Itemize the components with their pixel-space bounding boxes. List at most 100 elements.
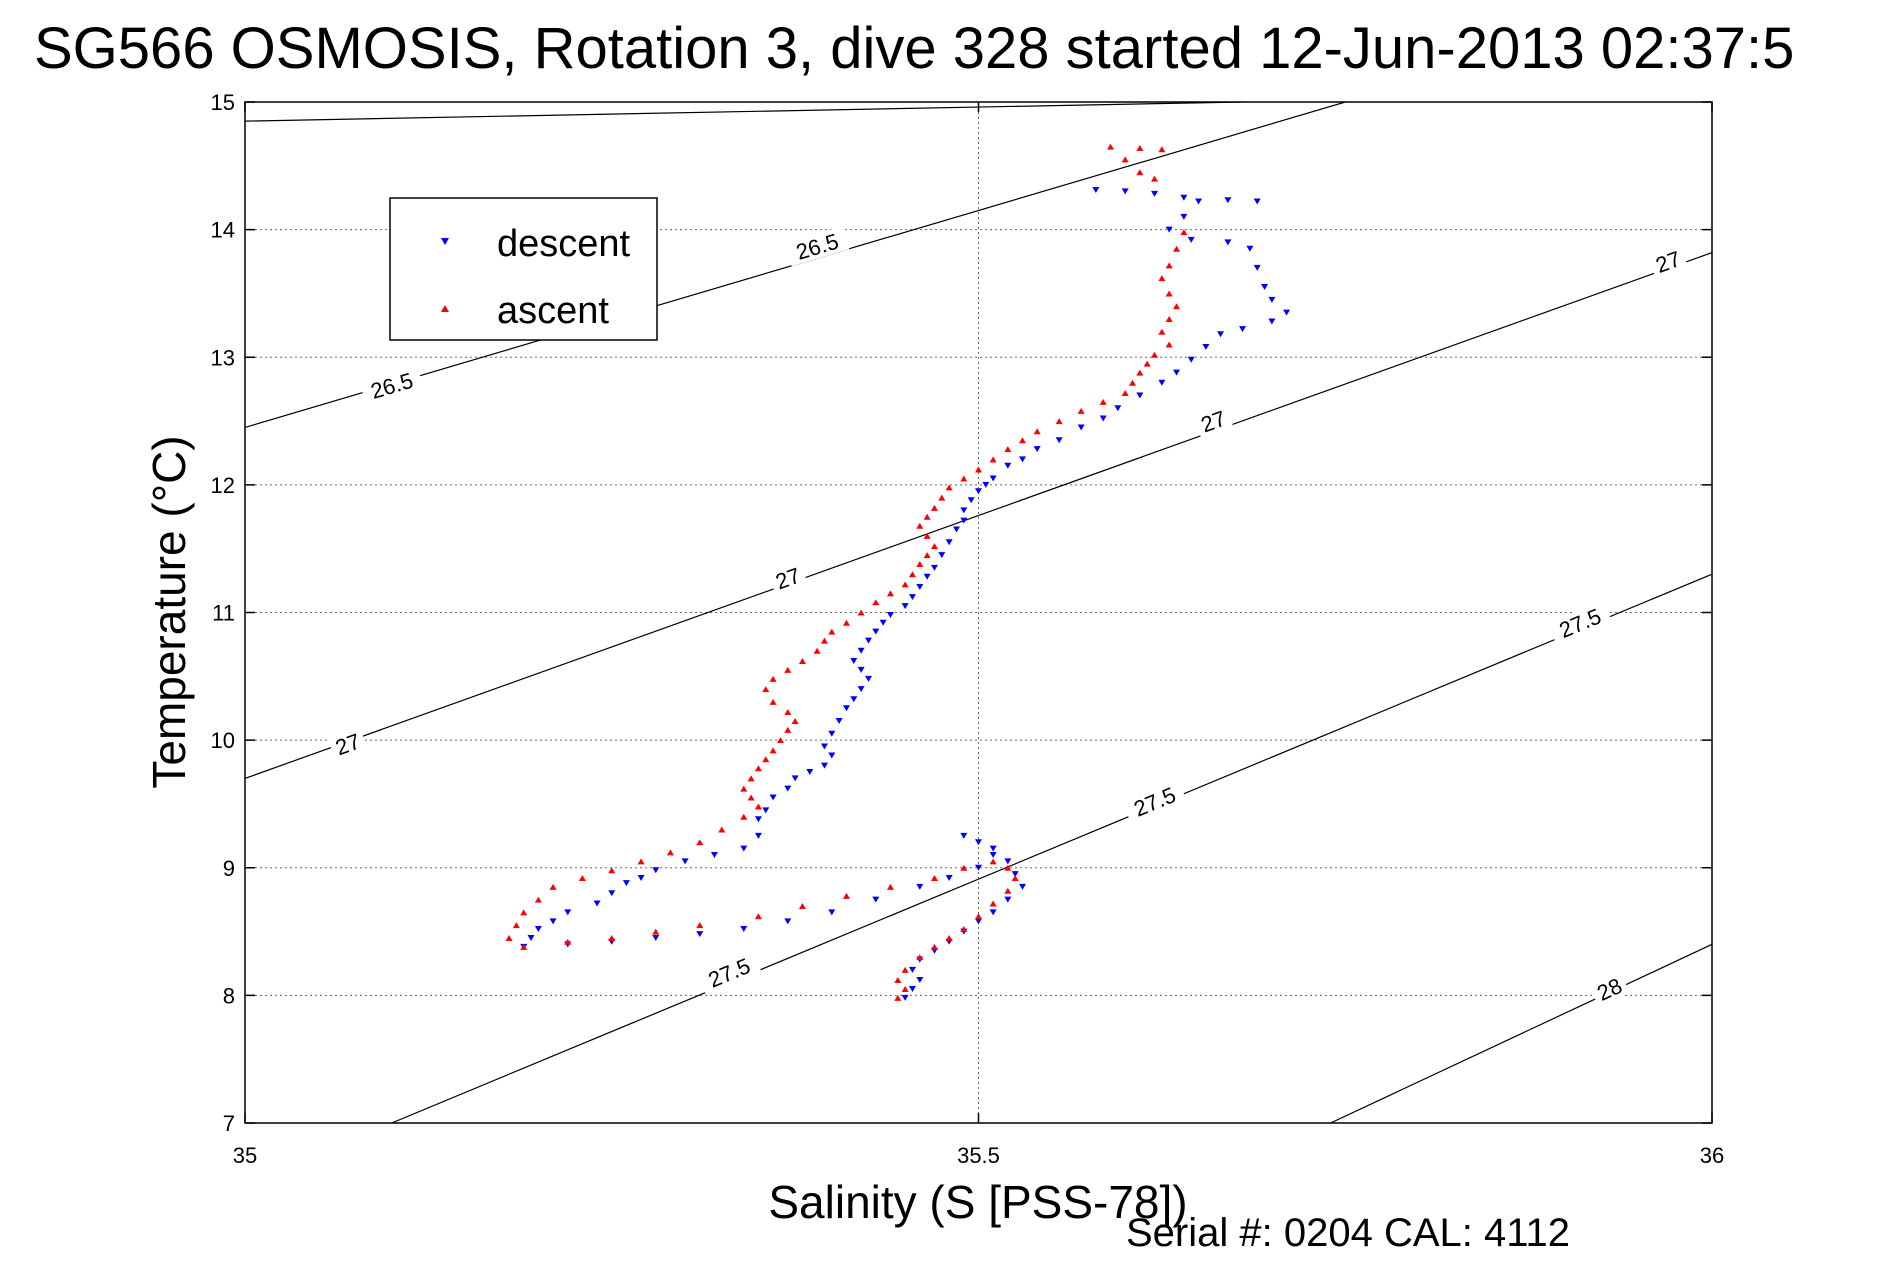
ascent-point (1099, 398, 1107, 405)
descent-point (1004, 896, 1012, 903)
descent-point (534, 926, 542, 933)
density-contour-line (245, 102, 1243, 122)
descent-point (1165, 226, 1173, 233)
ascent-point (938, 494, 946, 501)
ascent-point (842, 892, 850, 899)
descent-point (1253, 264, 1261, 271)
ascent-point (1055, 418, 1063, 425)
ascent-point (1121, 156, 1129, 163)
ascent-point (1165, 290, 1173, 297)
ascent-point (1158, 328, 1166, 335)
y-tick-label: 8 (223, 983, 235, 1008)
ascent-point (549, 883, 557, 890)
x-tick-label: 35.5 (957, 1143, 1000, 1168)
descent-point (872, 896, 880, 903)
descent-point (960, 507, 968, 514)
ascent-point (747, 794, 755, 801)
ascent-point (666, 849, 674, 856)
legend-descent-label: descent (497, 223, 631, 265)
ascent-point (901, 966, 909, 973)
ascent-point (534, 896, 542, 903)
descent-point (975, 918, 982, 925)
data-points (505, 143, 1291, 1001)
descent-point (982, 481, 990, 488)
ascent-point (1136, 144, 1144, 151)
descent-point (960, 517, 968, 524)
descent-point (850, 657, 858, 664)
ascent-point (505, 934, 513, 941)
descent-point (975, 864, 982, 871)
descent-point (1114, 405, 1122, 412)
ascent-point (1158, 275, 1166, 282)
descent-point (1136, 392, 1144, 399)
y-tick-label: 10 (211, 728, 235, 753)
descent-point (784, 785, 792, 792)
y-tick-label: 14 (211, 218, 235, 243)
descent-point (1268, 296, 1276, 303)
y-axis-ticks: 7 8 9 10 11 12 13 14 15 (211, 90, 1712, 1136)
descent-point (710, 851, 718, 858)
descent-point (740, 926, 748, 933)
contour-label-background (1193, 404, 1234, 439)
descent-point (1224, 239, 1232, 246)
descent-point (1092, 187, 1100, 194)
ascent-point (916, 954, 924, 961)
descent-point (967, 497, 975, 504)
ascent-point (578, 874, 586, 881)
descent-point (872, 628, 880, 635)
y-tick-label: 7 (223, 1111, 235, 1136)
y-tick-label: 13 (211, 345, 235, 370)
ascent-point (975, 466, 982, 473)
ascent-point (923, 552, 931, 559)
x-tick-label: 35 (233, 1143, 257, 1168)
descent-point (1246, 245, 1254, 252)
descent-point (828, 752, 836, 759)
descent-point (908, 966, 916, 973)
ascent-point (842, 619, 850, 626)
ascent-point (1129, 379, 1137, 386)
descent-point (740, 845, 748, 852)
y-tick-label: 9 (223, 856, 235, 881)
ascent-point (520, 943, 528, 950)
descent-point (938, 552, 946, 559)
descent-point (1195, 198, 1203, 205)
ascent-point (886, 590, 894, 597)
descent-point (1253, 198, 1261, 205)
ascent-point (894, 977, 902, 984)
descent-point (908, 594, 916, 601)
descent-point (1011, 871, 1019, 878)
ascent-point (1004, 446, 1012, 453)
descent-point (564, 909, 572, 916)
descent-point (952, 526, 960, 533)
descent-point (1217, 331, 1225, 338)
ascent-point (1180, 229, 1188, 236)
ascent-point (1121, 389, 1129, 396)
descent-point (754, 816, 762, 823)
contour-label-background (767, 561, 808, 596)
descent-point (886, 612, 894, 619)
descent-point (989, 851, 997, 858)
descent-point (820, 762, 828, 769)
descent-point (791, 775, 799, 782)
descent-point (1224, 197, 1232, 204)
contour-label-background (1588, 970, 1630, 1008)
ascent-point (916, 561, 924, 568)
ascent-point (960, 864, 968, 871)
descent-point (1268, 318, 1276, 325)
ascent-point (769, 747, 777, 754)
descent-point (930, 564, 938, 571)
descent-point (1055, 437, 1063, 444)
descent-point (1019, 456, 1027, 463)
ascent-point (608, 867, 616, 874)
descent-point (1180, 194, 1188, 201)
descent-point (1173, 369, 1181, 376)
ascent-point (1151, 351, 1159, 358)
ascent-point (945, 934, 953, 941)
descent-point (916, 977, 924, 984)
legend-ascent-marker (441, 305, 449, 312)
descent-point (784, 918, 792, 925)
ascent-point (1136, 369, 1144, 376)
descent-point (1261, 284, 1269, 291)
ascent-point (740, 813, 748, 820)
